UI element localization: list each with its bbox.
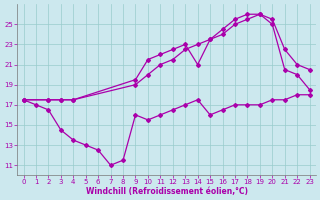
X-axis label: Windchill (Refroidissement éolien,°C): Windchill (Refroidissement éolien,°C) <box>85 187 248 196</box>
